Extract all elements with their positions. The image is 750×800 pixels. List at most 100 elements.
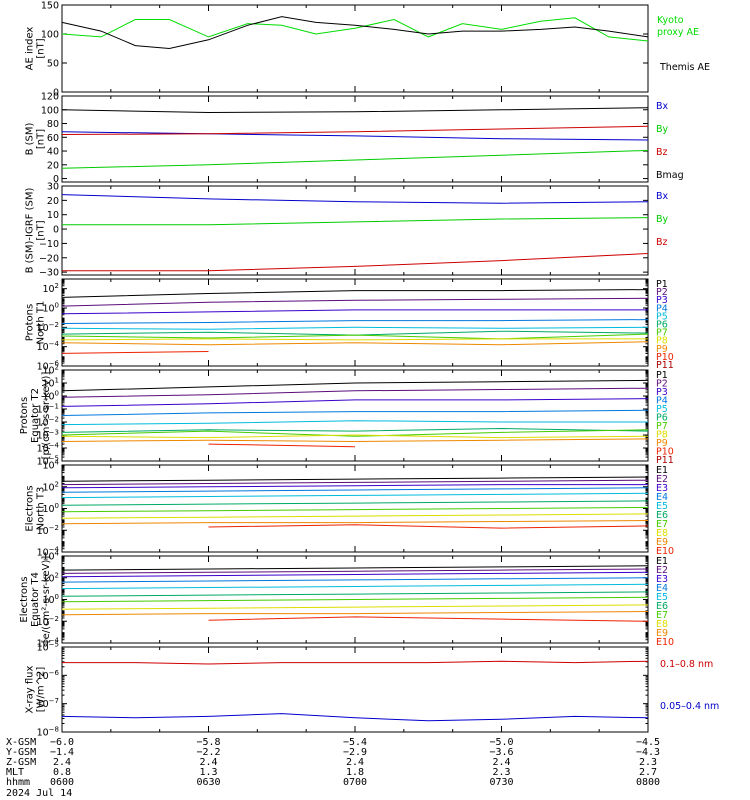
y-axis-label: Protons	[25, 304, 36, 341]
y-axis-label: B (SM)	[25, 122, 36, 155]
series-line-8	[61, 604, 649, 610]
series-line-5	[61, 583, 649, 590]
footer-value: −2.9	[343, 747, 367, 758]
y-tick-label: 40	[47, 147, 59, 158]
y-axis-label: Electrons	[25, 485, 36, 531]
legend-entry: E4	[656, 492, 668, 503]
footer-value: 1.3	[199, 767, 217, 778]
legend-entry: Bz	[656, 147, 668, 158]
series-line-1	[61, 17, 649, 42]
legend-entry: P2	[656, 379, 668, 390]
panel-2: 0 20 40 60 80 100 120 B (SM) [nT] Bx By Bz Bmag	[25, 92, 684, 186]
panel-3: −30 −20 −10 0 10 20 30 B (SM)-IGRF (SM) [nT] Bx By…	[25, 182, 669, 279]
y-tick-label: 100	[41, 30, 59, 41]
y-tick-label: 120	[41, 92, 59, 103]
series-line-4	[61, 577, 649, 583]
series-line-1	[61, 194, 649, 204]
y-tick-label: 0	[53, 174, 59, 185]
y-axis-label: [nT]	[36, 129, 47, 149]
y-axis-label: Equator T4	[30, 572, 41, 627]
legend-entry: E1	[656, 556, 668, 567]
series-line-3	[61, 484, 648, 489]
legend-entry: P1	[656, 370, 668, 381]
legend-entry: E3	[656, 574, 668, 585]
footer-value: −6.0	[50, 737, 74, 748]
legend-entry: proxy AE	[657, 27, 699, 38]
panel-frame	[61, 185, 649, 276]
y-axis-label: [nT]	[36, 220, 47, 240]
footer-value: −5.8	[196, 737, 220, 748]
y-axis-label: X-ray flux	[25, 665, 36, 713]
y-axis-label: North T3	[36, 487, 47, 531]
y-tick-label: 100	[41, 105, 59, 116]
series-line-7	[61, 596, 649, 603]
y-axis-label: AE index	[25, 27, 36, 71]
legend-entry: P5	[656, 311, 668, 322]
series-line-2	[61, 131, 649, 141]
footer-value: −5.4	[343, 737, 367, 748]
legend-entry: P3	[656, 295, 668, 306]
footer-row-label: Y-GSM	[6, 747, 36, 758]
series-line-1	[61, 107, 649, 114]
legend-entry: 0.1–0.8 nm	[660, 659, 713, 670]
y-tick-label: 0	[53, 88, 59, 99]
footer-value: 0730	[489, 777, 513, 788]
legend-entry: Bmag	[656, 170, 684, 181]
legend-entry: P7	[656, 328, 668, 339]
y-tick-label: 50	[47, 59, 59, 70]
legend-entry: P7	[656, 421, 668, 432]
series-line-6	[61, 330, 649, 336]
footer-value: 2.4	[492, 757, 510, 768]
series-line-2	[61, 387, 649, 398]
footer-value: −4.5	[636, 737, 660, 748]
footer-value: −4.3	[636, 747, 660, 758]
series-line-1	[61, 289, 649, 298]
series-line-10	[208, 443, 356, 448]
series-line-2	[61, 568, 649, 574]
legend-entry: P6	[656, 413, 668, 424]
footer-value: 0700	[343, 777, 367, 788]
footer-ephemeris: X-GSMY-GSMZ-GSMMLThhmm−6.0−1.42.40.80600…	[6, 737, 660, 799]
series-line-8	[61, 434, 649, 439]
legend-entry: P3	[656, 387, 668, 398]
y-tick-label: 20	[47, 160, 59, 171]
footer-value: 1.8	[346, 767, 364, 778]
series-line-4	[61, 487, 649, 493]
y-axis-label: [nT]	[36, 38, 47, 58]
series-line-6	[61, 500, 649, 506]
series-line-9	[61, 611, 649, 616]
y-tick-label: 0	[53, 225, 59, 236]
legend-entry: E10	[656, 546, 674, 557]
legend-entry: E1	[656, 465, 668, 476]
legend-entry: P10	[656, 447, 674, 458]
panel-frame	[61, 4, 649, 93]
footer-value: −3.6	[489, 747, 513, 758]
series-line-10	[61, 351, 209, 354]
series-line-6	[61, 591, 649, 597]
footer-value: 2.3	[639, 757, 657, 768]
legend-entry: Themis AE	[659, 62, 710, 73]
panel-8: 10−810−710−610−5X-ray flux [W/m^2]0.1–0.8…	[25, 641, 720, 739]
series-line-3	[61, 571, 649, 578]
legend-entry: P11	[656, 360, 674, 371]
legend-entry: E5	[656, 501, 668, 512]
series-line-1	[61, 379, 649, 392]
legend-entry: P9	[656, 438, 668, 449]
series-line-9	[61, 438, 649, 443]
y-tick-label: 80	[47, 119, 59, 130]
series-line-8	[61, 338, 648, 341]
y-axis-label: [p/(cm²-s-sr-keV)]	[41, 372, 52, 460]
footer-value: 0.8	[53, 767, 71, 778]
series-line-3	[61, 398, 649, 407]
y-tick-label: 10	[47, 210, 59, 221]
legend-entry: Bz	[656, 237, 668, 248]
legend-entry: Bx	[656, 101, 669, 112]
legend-entry: E9	[656, 537, 668, 548]
legend-entry: E2	[656, 474, 668, 485]
y-tick-label: 104	[42, 459, 59, 472]
footer-value: −1.4	[50, 747, 74, 758]
legend-entry: Kyoto	[657, 15, 684, 26]
